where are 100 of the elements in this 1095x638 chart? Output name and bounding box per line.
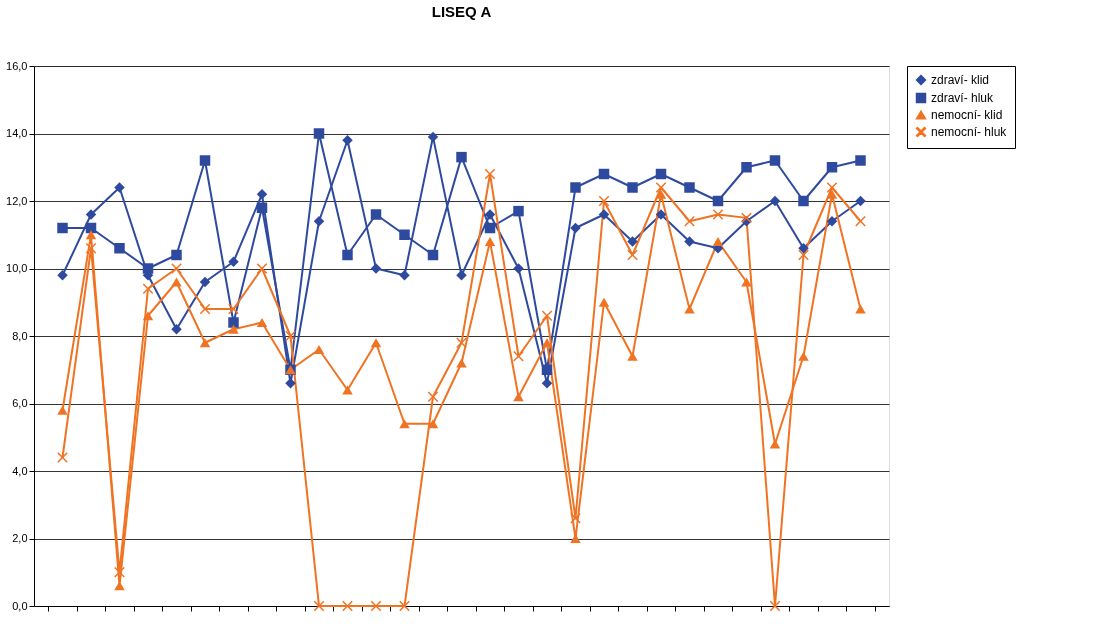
- point: [456, 358, 467, 368]
- point: [541, 364, 553, 375]
- point: [826, 182, 838, 193]
- point: [313, 344, 325, 355]
- point: [627, 236, 638, 247]
- point: [712, 236, 724, 247]
- point: [171, 324, 182, 335]
- point: [798, 195, 809, 207]
- point: [655, 209, 667, 220]
- point: [171, 249, 182, 261]
- point: [427, 391, 439, 402]
- point: [855, 195, 866, 207]
- chart-title: LISEQ A: [431, 3, 492, 20]
- point: [114, 182, 125, 193]
- point: [114, 581, 125, 591]
- point: [313, 600, 325, 612]
- point: [228, 303, 239, 315]
- y-tick-label: 8,0: [12, 329, 28, 342]
- point: [855, 304, 866, 314]
- point: [627, 249, 638, 261]
- point: [199, 338, 211, 348]
- point: [399, 270, 410, 281]
- point: [228, 324, 239, 334]
- point: [712, 209, 724, 220]
- point: [114, 567, 125, 578]
- point: [541, 310, 553, 321]
- y-tick-label: 2,0: [12, 532, 28, 544]
- point: [427, 419, 439, 429]
- point: [114, 243, 125, 254]
- point: [285, 378, 296, 389]
- point: [370, 209, 382, 220]
- point: [228, 317, 239, 328]
- point: [570, 513, 581, 524]
- point: [171, 263, 182, 274]
- point: [484, 222, 496, 234]
- point: [256, 263, 268, 274]
- point: [798, 243, 809, 254]
- point: [627, 182, 638, 193]
- point: [57, 405, 68, 415]
- point: [342, 135, 353, 146]
- y-tick-label: 6,0: [12, 397, 28, 409]
- point: [513, 392, 524, 402]
- point: [256, 202, 268, 213]
- point: [85, 230, 97, 240]
- point: [370, 338, 382, 348]
- point: [712, 195, 724, 207]
- point: [513, 263, 524, 274]
- point: [684, 304, 695, 314]
- legend-label: nemocní- klid: [931, 108, 1003, 122]
- point: [741, 212, 752, 224]
- point: [570, 222, 581, 234]
- y-tick-label: 16,0: [6, 59, 28, 72]
- point: [199, 276, 211, 288]
- point: [456, 270, 467, 281]
- point: [598, 195, 610, 207]
- point: [285, 330, 296, 342]
- point: [256, 317, 268, 328]
- point: [684, 216, 695, 227]
- point: [456, 337, 467, 348]
- point: [57, 452, 68, 463]
- point: [142, 283, 154, 294]
- point: [541, 378, 553, 389]
- point: [655, 168, 667, 180]
- point: [684, 236, 695, 247]
- point: [342, 385, 353, 395]
- point: [855, 216, 866, 227]
- point: [199, 155, 211, 166]
- y-tick-label: 14,0: [6, 127, 28, 139]
- point: [57, 270, 68, 281]
- point: [484, 236, 496, 247]
- point: [85, 243, 97, 254]
- point: [741, 162, 752, 173]
- point: [741, 277, 752, 287]
- point: [855, 155, 866, 166]
- point: [598, 168, 610, 180]
- y-tick-label: 12,0: [6, 194, 28, 207]
- point: [798, 351, 809, 361]
- point: [142, 263, 154, 274]
- point: [769, 600, 781, 612]
- point: [513, 205, 524, 217]
- point: [570, 182, 581, 193]
- point: [142, 311, 154, 321]
- point: [826, 216, 838, 227]
- point: [627, 351, 638, 361]
- legend-label: zdraví- klid: [931, 73, 990, 87]
- point: [313, 128, 325, 139]
- point: [684, 182, 695, 193]
- point: [342, 600, 353, 612]
- point: [427, 249, 439, 261]
- point: [456, 151, 467, 163]
- point: [598, 297, 610, 307]
- point: [513, 351, 524, 362]
- point: [399, 600, 410, 612]
- point: [798, 249, 809, 261]
- point: [399, 229, 410, 240]
- point: [256, 189, 268, 200]
- point: [769, 195, 781, 207]
- legend-label: nemocní- hluk: [931, 125, 1008, 139]
- point: [313, 216, 325, 227]
- point: [826, 162, 838, 173]
